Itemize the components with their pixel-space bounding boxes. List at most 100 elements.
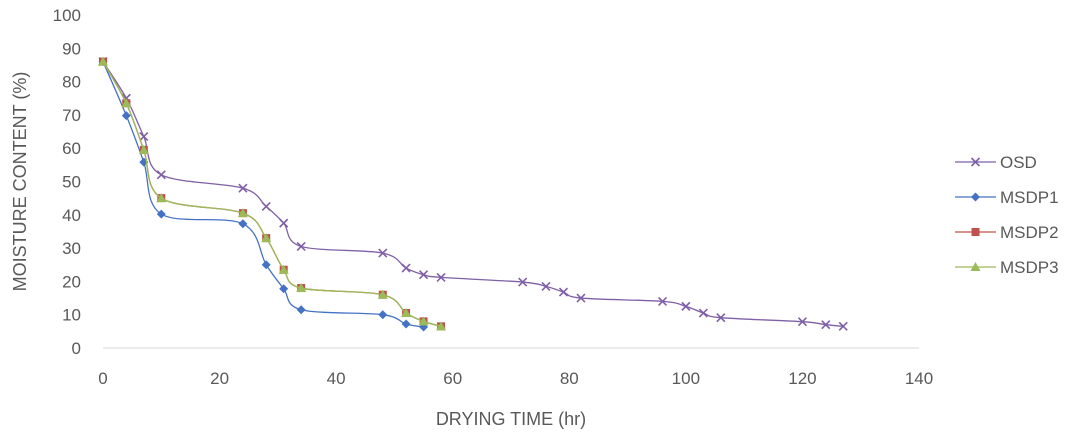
data-point xyxy=(378,248,388,258)
legend-marker-stroke xyxy=(970,157,981,167)
data-point xyxy=(518,277,528,287)
data-point xyxy=(278,264,289,274)
data-point xyxy=(237,208,248,218)
y-tick-label: 0 xyxy=(72,339,81,358)
series-layer xyxy=(98,56,848,332)
data-point-stroke xyxy=(378,248,388,258)
data-point-stroke xyxy=(821,320,831,330)
data-point xyxy=(377,289,388,299)
data-point-stroke xyxy=(296,241,306,252)
legend-item: MSDP3 xyxy=(955,258,1059,277)
y-tick-label: 10 xyxy=(62,306,81,325)
legend-label: MSDP1 xyxy=(1000,188,1059,207)
x-tick-label: 60 xyxy=(443,369,462,388)
data-point xyxy=(401,308,412,318)
data-point xyxy=(156,209,166,219)
data-point-stroke xyxy=(279,218,289,228)
x-tick-label: 100 xyxy=(672,369,700,388)
y-tick-label: 60 xyxy=(62,139,81,158)
legend-item: MSDP1 xyxy=(955,188,1059,207)
data-point xyxy=(378,310,388,320)
data-point-stroke xyxy=(657,296,668,306)
data-point-stroke xyxy=(139,131,149,142)
legend-marker xyxy=(970,157,981,167)
data-point xyxy=(98,56,108,66)
data-point xyxy=(296,283,307,293)
data-point-stroke xyxy=(238,183,248,193)
data-point xyxy=(418,316,429,326)
data-point xyxy=(156,193,167,203)
x-tick-label: 0 xyxy=(98,369,107,388)
data-point xyxy=(541,281,551,291)
data-point xyxy=(436,272,446,282)
legend-label: MSDP2 xyxy=(1000,223,1059,242)
data-point xyxy=(238,219,248,229)
series-osd xyxy=(98,57,848,331)
data-point xyxy=(296,305,306,315)
data-point-stroke xyxy=(838,321,848,331)
y-tick-label: 80 xyxy=(62,73,81,92)
data-point xyxy=(261,233,272,243)
series-msdp1 xyxy=(98,57,429,332)
data-point xyxy=(797,317,807,327)
data-point xyxy=(121,98,132,108)
data-point xyxy=(657,296,668,306)
series-line xyxy=(102,61,442,327)
legend-label: MSDP3 xyxy=(1000,258,1059,277)
legend-marker xyxy=(971,192,980,202)
legend-label: OSD xyxy=(1000,153,1037,172)
y-tick-label: 100 xyxy=(53,6,81,25)
data-point-stroke xyxy=(541,281,551,291)
data-point xyxy=(139,131,149,142)
x-tick-label: 20 xyxy=(210,369,229,388)
series-msdp2 xyxy=(99,57,446,331)
y-tick-label: 20 xyxy=(62,272,81,291)
data-point-stroke xyxy=(401,263,411,273)
data-point xyxy=(156,170,166,180)
y-tick-label: 50 xyxy=(62,173,81,192)
series-line xyxy=(102,61,424,328)
x-axis-title: DRYING TIME (hr) xyxy=(436,409,586,429)
y-axis-title: MOISTURE CONTENT (%) xyxy=(10,72,30,292)
data-point-stroke xyxy=(698,308,708,318)
data-point xyxy=(296,241,306,252)
series-msdp3 xyxy=(98,56,447,331)
x-tick-label: 140 xyxy=(905,369,933,388)
legend-item: OSD xyxy=(955,153,1037,172)
data-point xyxy=(279,218,289,228)
data-point xyxy=(821,320,831,330)
data-point xyxy=(698,308,708,318)
data-point xyxy=(716,313,726,323)
data-point xyxy=(138,144,149,154)
legend: OSD MSDP1 MSDP2 MSDP3 xyxy=(955,153,1059,277)
y-tick-label: 90 xyxy=(62,39,81,58)
data-point xyxy=(436,321,447,331)
legend-item: MSDP2 xyxy=(955,223,1059,242)
data-point xyxy=(419,270,429,280)
x-tick-label: 40 xyxy=(327,369,346,388)
x-tick-label: 80 xyxy=(560,369,579,388)
data-point xyxy=(558,287,569,297)
series-line xyxy=(102,61,442,327)
data-point xyxy=(121,111,131,121)
data-point-stroke xyxy=(576,293,586,303)
data-point xyxy=(838,321,848,331)
data-point-stroke xyxy=(419,270,429,280)
data-point xyxy=(576,293,586,303)
data-point xyxy=(401,319,411,329)
y-tick-label: 40 xyxy=(62,206,81,225)
data-point-stroke xyxy=(558,287,569,297)
data-point xyxy=(681,301,691,311)
data-point-stroke xyxy=(716,313,726,323)
series-line xyxy=(102,61,844,328)
data-point-stroke xyxy=(436,272,446,282)
data-point-stroke xyxy=(261,201,271,212)
y-tick-label: 70 xyxy=(62,106,81,125)
legend-marker xyxy=(971,228,980,236)
y-tick-label: 30 xyxy=(62,239,81,258)
data-point xyxy=(279,284,289,294)
x-tick-label: 120 xyxy=(788,369,816,388)
data-point-stroke xyxy=(681,301,691,311)
data-point-stroke xyxy=(156,170,166,180)
